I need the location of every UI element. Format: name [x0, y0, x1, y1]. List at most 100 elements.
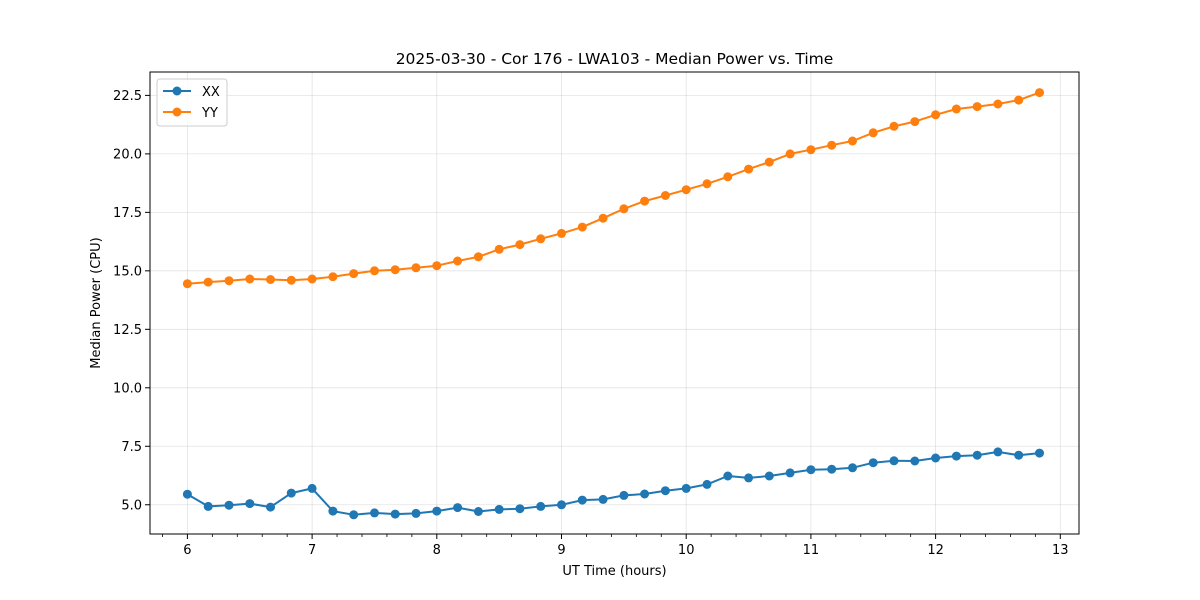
x-tick-label: 12	[927, 543, 944, 558]
series-yy-point	[827, 140, 837, 150]
series-xx-point	[266, 502, 275, 512]
series-yy-point	[951, 104, 961, 114]
y-tick-label: 20.0	[113, 147, 142, 162]
series-yy-point	[619, 204, 629, 214]
series-xx-point	[889, 456, 899, 466]
series-yy-point	[702, 179, 712, 189]
series-xx-point	[203, 501, 213, 511]
series-yy-point	[889, 121, 899, 131]
chart-title: 2025-03-30 - Cor 176 - LWA103 - Median P…	[396, 50, 834, 68]
series-yy-point	[785, 149, 795, 159]
series-xx-point	[598, 494, 608, 504]
series-yy-point	[390, 265, 400, 275]
series-xx-point	[723, 471, 733, 481]
y-tick-label: 5.0	[121, 498, 142, 513]
series-xx-point	[1014, 450, 1024, 460]
y-tick-label: 12.5	[113, 323, 142, 338]
series-yy-point	[868, 128, 878, 138]
grid-lines	[150, 72, 1079, 534]
series-yy-point	[266, 275, 275, 284]
series-xx-point	[577, 495, 587, 505]
series-xx-point	[1035, 448, 1044, 458]
y-tick-label: 17.5	[113, 206, 142, 221]
series-xx-point	[681, 483, 691, 493]
series-yy-point	[681, 185, 691, 195]
series-yy-point	[328, 272, 338, 282]
series-yy-point	[494, 244, 504, 254]
series-xx-point	[473, 507, 483, 516]
series-yy-point	[307, 274, 317, 284]
series-yy-point	[993, 99, 1003, 109]
series-yy-point	[432, 261, 442, 271]
series-yy-point	[723, 172, 733, 182]
series-xx-point	[785, 468, 795, 478]
series-xx-point	[286, 488, 296, 498]
series-xx-point	[453, 503, 463, 513]
legend: XX YY	[156, 78, 228, 127]
series-yy-point	[660, 191, 670, 200]
series-xx-point	[411, 508, 421, 518]
series-yy-point	[931, 110, 941, 120]
x-axis: 6 7 8 9 10 11 12 13	[162, 534, 1069, 558]
series-xx-point	[660, 486, 670, 496]
series-yy-point	[848, 136, 857, 146]
series-xx-point	[702, 479, 712, 489]
plot-frame	[149, 71, 1080, 535]
series-layer	[182, 88, 1044, 520]
series-yy-point	[182, 279, 192, 289]
series-yy-point	[910, 117, 920, 127]
x-tick-label: 9	[557, 543, 565, 558]
series-yy-point	[349, 269, 359, 279]
series-xx-point	[910, 456, 920, 466]
y-tick-label: 15.0	[113, 264, 142, 279]
series-xx-point	[972, 450, 982, 460]
series-yy-point	[245, 274, 255, 284]
series-yy-point	[640, 196, 650, 206]
series-xx-point	[764, 471, 774, 481]
y-tick-label: 10.0	[113, 381, 142, 396]
series-xx-point	[245, 499, 255, 509]
series-xx-point	[640, 489, 650, 499]
series-xx-point	[349, 510, 359, 520]
series-yy-point	[536, 234, 546, 244]
legend-yy-marker	[172, 107, 182, 117]
series-xx-point	[515, 504, 525, 514]
series-yy-point	[453, 256, 463, 266]
x-tick-label: 7	[308, 543, 316, 558]
series-xx-point	[224, 500, 234, 510]
series-xx-point	[182, 489, 192, 499]
series-yy-point	[764, 157, 774, 167]
series-xx-point	[619, 490, 629, 500]
series-yy-point	[286, 275, 296, 285]
series-yy-point	[806, 145, 816, 155]
series-xx-point	[432, 506, 442, 516]
series-yy-point	[972, 102, 982, 112]
x-axis-label: UT Time (hours)	[562, 564, 666, 579]
series-xx-point	[307, 483, 317, 493]
series-yy-point	[370, 266, 379, 276]
series-xx-point	[931, 453, 941, 463]
legend-xx-marker	[172, 86, 182, 96]
series-xx-point	[370, 508, 379, 518]
y-tick-label: 22.5	[113, 89, 142, 104]
legend-xx-label: XX	[202, 85, 220, 100]
series-yy-point	[203, 277, 213, 287]
series-xx-point	[868, 458, 878, 468]
y-axis: 5.0 7.5 10.0 12.5 15.0 17.5 20.0 22.5	[113, 89, 150, 513]
series-yy-point	[1035, 88, 1044, 98]
series-yy-point	[411, 263, 421, 273]
y-tick-label: 7.5	[121, 440, 142, 455]
x-tick-label: 13	[1052, 543, 1069, 558]
series-xx-point	[806, 465, 816, 475]
series-yy-point	[557, 228, 566, 238]
series-xx-point	[951, 451, 961, 461]
x-tick-label: 10	[678, 543, 695, 558]
series-xx-point	[827, 464, 837, 474]
y-axis-label: Median Power (CPU)	[89, 237, 104, 368]
x-tick-label: 11	[803, 543, 820, 558]
series-xx-point	[536, 501, 546, 511]
series-xx-point	[390, 509, 400, 519]
series-xx-point	[848, 463, 857, 473]
x-tick-label: 6	[183, 543, 191, 558]
